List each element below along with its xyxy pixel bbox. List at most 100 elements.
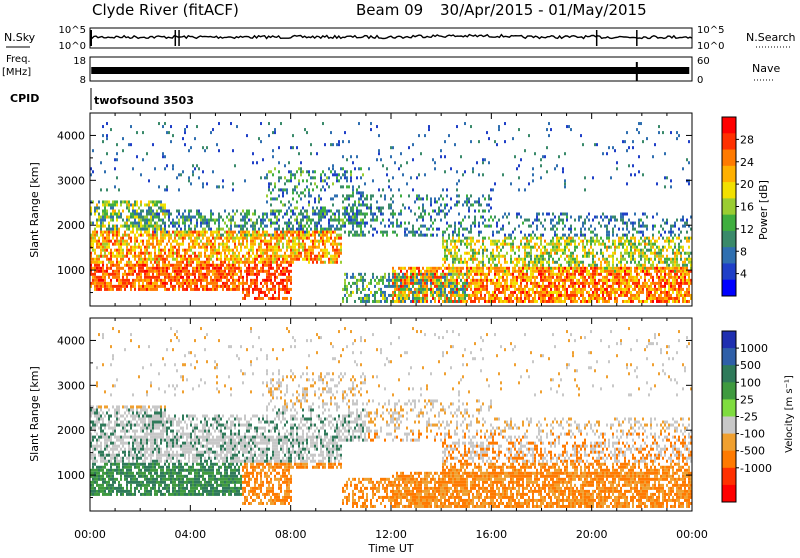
heatmap-cell xyxy=(470,267,472,270)
heatmap-cell xyxy=(314,213,316,216)
heatmap-cell xyxy=(98,200,100,203)
heatmap-cell xyxy=(498,219,500,222)
heatmap-cell xyxy=(272,252,274,255)
heatmap-cell xyxy=(516,261,518,264)
heatmap-cell xyxy=(160,210,162,213)
heatmap-cell xyxy=(252,258,254,261)
heatmap-cell xyxy=(266,176,268,179)
heatmap-cell xyxy=(578,237,580,240)
heatmap-cell xyxy=(176,249,178,252)
heatmap-cell xyxy=(388,285,390,288)
heatmap-cell xyxy=(226,234,228,237)
heatmap-cell xyxy=(474,210,476,213)
heatmap-cell xyxy=(154,279,156,282)
heatmap-cell xyxy=(510,258,512,261)
heatmap-cell xyxy=(208,261,210,264)
heatmap-cell xyxy=(220,276,222,279)
heatmap-cell xyxy=(166,282,168,285)
heatmap-cell xyxy=(196,213,198,216)
heatmap-cell xyxy=(146,270,148,273)
heatmap-cell xyxy=(270,279,272,282)
heatmap-cell xyxy=(598,300,600,303)
heatmap-cell xyxy=(278,273,280,276)
heatmap-cell xyxy=(376,125,378,128)
heatmap-cell xyxy=(386,300,388,303)
heatmap-cell xyxy=(574,285,576,288)
heatmap-cell xyxy=(530,279,532,282)
heatmap-cell xyxy=(510,279,512,282)
heatmap-cell xyxy=(222,243,224,246)
heatmap-cell xyxy=(572,258,574,261)
heatmap-cell xyxy=(562,285,564,288)
heatmap-cell xyxy=(328,210,330,213)
heatmap-cell xyxy=(508,297,510,300)
heatmap-cell xyxy=(526,243,528,246)
heatmap-cell xyxy=(136,222,138,225)
heatmap-cell xyxy=(268,134,270,137)
heatmap-cell xyxy=(224,258,226,261)
heatmap-cell xyxy=(178,261,180,264)
heatmap-cell xyxy=(244,258,246,261)
heatmap-cell xyxy=(408,288,410,291)
heatmap-cell xyxy=(150,258,152,261)
heatmap-cell xyxy=(410,231,412,234)
heatmap-cell xyxy=(284,231,286,234)
heatmap-cell xyxy=(158,258,160,261)
heatmap-cell xyxy=(290,282,292,285)
heatmap-cell xyxy=(454,222,456,225)
heatmap-cell xyxy=(430,285,432,288)
heatmap-cell xyxy=(344,197,346,200)
heatmap-cell xyxy=(228,228,230,231)
heatmap-cell xyxy=(114,228,116,231)
heatmap-cell xyxy=(338,252,340,255)
heatmap-cell xyxy=(380,279,382,282)
heatmap-cell xyxy=(524,252,526,255)
heatmap-cell xyxy=(400,294,402,297)
heatmap-cell xyxy=(346,185,348,188)
heatmap-cell xyxy=(486,249,488,252)
heatmap-cell xyxy=(368,294,370,297)
heatmap-cell xyxy=(234,222,236,225)
heatmap-cell xyxy=(608,273,610,276)
heatmap-cell xyxy=(424,210,426,213)
heatmap-cell xyxy=(444,216,446,219)
heatmap-cell xyxy=(280,249,282,252)
heatmap-cell xyxy=(602,213,604,216)
heatmap-cell xyxy=(130,261,132,264)
heatmap-cell xyxy=(338,222,340,225)
heatmap-cell xyxy=(484,300,486,303)
heatmap-cell xyxy=(528,225,530,228)
heatmap-cell xyxy=(286,234,288,237)
heatmap-cell xyxy=(158,267,160,270)
heatmap-cell xyxy=(294,173,296,176)
heatmap-cell xyxy=(254,273,256,276)
heatmap-cell xyxy=(228,249,230,252)
heatmap-cell xyxy=(316,261,318,264)
heatmap-cell xyxy=(356,234,358,237)
heatmap-cell xyxy=(542,291,544,294)
heatmap-cell xyxy=(186,252,188,255)
heatmap-cell xyxy=(506,267,508,270)
heatmap-cell xyxy=(288,291,290,294)
heatmap-cell xyxy=(588,249,590,252)
heatmap-cell xyxy=(282,194,284,197)
heatmap-cell xyxy=(294,231,296,234)
heatmap-cell xyxy=(408,206,410,209)
heatmap-cell xyxy=(496,240,498,243)
heatmap-cell xyxy=(350,276,352,279)
heatmap-cell xyxy=(134,213,136,216)
heatmap-cell xyxy=(388,206,390,209)
heatmap-cell xyxy=(542,267,544,270)
heatmap-cell xyxy=(304,210,306,213)
heatmap-cell xyxy=(172,279,174,282)
heatmap-cell xyxy=(214,231,216,234)
heatmap-cell xyxy=(232,188,234,191)
heatmap-cell xyxy=(110,264,112,267)
heatmap-cell xyxy=(604,246,606,249)
heatmap-cell xyxy=(538,261,540,264)
heatmap-cell xyxy=(598,282,600,285)
heatmap-cell xyxy=(562,288,564,291)
heatmap-cell xyxy=(430,197,432,200)
heatmap-cell xyxy=(458,300,460,303)
heatmap-cell xyxy=(320,228,322,231)
